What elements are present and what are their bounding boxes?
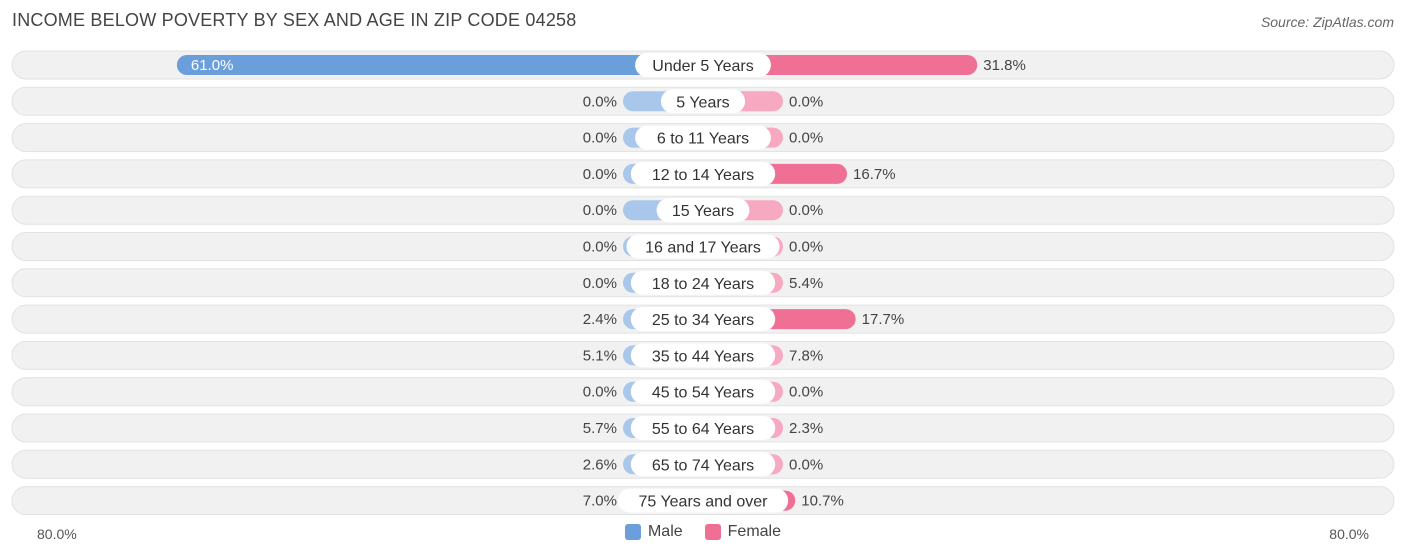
value-label-male: 2.4% xyxy=(583,311,617,328)
category-pill xyxy=(630,343,776,368)
legend: Male Female xyxy=(0,523,1406,541)
category-pill xyxy=(630,379,776,404)
value-label-male: 0.0% xyxy=(583,130,617,147)
value-label-female: 16.7% xyxy=(853,166,896,183)
chart-title: INCOME BELOW POVERTY BY SEX AND AGE IN Z… xyxy=(12,10,577,30)
value-label-male: 0.0% xyxy=(583,239,617,256)
value-label-male: 0.0% xyxy=(583,275,617,292)
legend-swatch-female xyxy=(704,524,721,540)
legend-label-male: Male xyxy=(647,523,683,540)
category-label: 65 to 74 Years xyxy=(652,457,754,474)
axis-left-label: 80.0% xyxy=(37,526,77,542)
category-label: 18 to 24 Years xyxy=(652,276,754,293)
category-pill xyxy=(656,198,750,223)
category-pill xyxy=(630,161,776,186)
bar-female xyxy=(703,55,978,75)
value-label-female: 2.3% xyxy=(789,420,823,437)
value-label-male: 5.7% xyxy=(583,420,617,437)
category-pill xyxy=(630,452,776,477)
category-label: 45 to 54 Years xyxy=(652,385,754,402)
value-label-male: 0.0% xyxy=(583,384,617,401)
category-label: 35 to 44 Years xyxy=(652,348,754,365)
value-label-female: 10.7% xyxy=(801,493,844,510)
category-pill xyxy=(617,488,789,513)
legend-label-female: Female xyxy=(727,523,782,540)
legend-swatch-male xyxy=(624,524,641,540)
value-label-male: 0.0% xyxy=(583,93,617,110)
value-label-female: 5.4% xyxy=(789,275,823,292)
category-label: 5 Years xyxy=(676,94,729,111)
category-pill xyxy=(630,307,776,332)
value-label-female: 31.8% xyxy=(983,57,1026,74)
category-label: 55 to 64 Years xyxy=(652,421,754,438)
category-label: 16 and 17 Years xyxy=(645,240,761,257)
category-pill xyxy=(660,89,746,114)
category-pill xyxy=(635,125,771,150)
value-label-male: 0.0% xyxy=(583,166,617,183)
category-pill xyxy=(630,416,776,440)
value-label-male: 61.0% xyxy=(191,57,234,74)
value-label-female: 0.0% xyxy=(789,93,823,110)
category-label: 12 to 14 Years xyxy=(652,167,754,184)
category-label: 25 to 34 Years xyxy=(652,312,754,329)
legend-item-male: Male xyxy=(624,523,683,541)
legend-item-female: Female xyxy=(704,523,782,541)
value-label-female: 17.7% xyxy=(862,311,905,328)
value-label-female: 0.0% xyxy=(789,456,823,473)
category-pill xyxy=(635,53,771,77)
category-pill xyxy=(626,234,780,259)
value-label-male: 2.6% xyxy=(583,456,617,473)
bar-male xyxy=(176,55,703,75)
value-label-female: 0.0% xyxy=(789,202,823,219)
value-label-female: 0.0% xyxy=(789,384,823,401)
value-label-female: 7.8% xyxy=(789,347,823,364)
value-label-male: 7.0% xyxy=(583,493,617,510)
axis-right-label: 80.0% xyxy=(1329,526,1369,542)
value-label-male: 0.0% xyxy=(583,202,617,219)
value-label-male: 5.1% xyxy=(583,347,617,364)
value-label-female: 0.0% xyxy=(789,130,823,147)
diverging-bar-chart: 61.0% 31.8% Under 5 Years 0.0% 0.0% 5 Years 0.… xyxy=(11,50,1395,516)
category-pill xyxy=(630,270,776,295)
source-note: Source: ZipAtlas.com xyxy=(1260,14,1394,30)
category-label: 6 to 11 Years xyxy=(657,131,749,148)
category-label: 15 Years xyxy=(672,203,734,220)
value-label-female: 0.0% xyxy=(789,239,823,256)
category-label: 75 Years and over xyxy=(639,494,769,511)
category-label: Under 5 Years xyxy=(652,58,753,75)
